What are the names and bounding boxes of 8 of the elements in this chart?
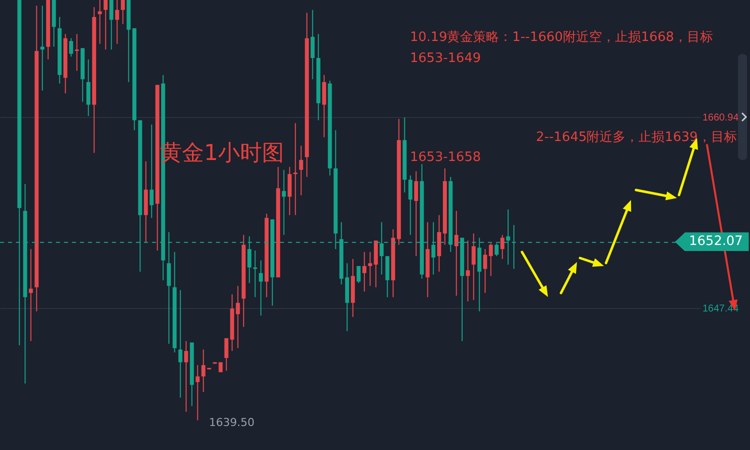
annotation: 1653-1658 (410, 150, 481, 165)
annotation: 1639.50 (209, 416, 254, 429)
y-tick-label: 1660.94 (702, 112, 740, 124)
annotation: 10.19黄金策略：1--1660附近空，止损1668，目标 (410, 30, 714, 45)
annotation: 2--1645附近多，止损1639，目标 (536, 130, 737, 145)
ref-line-label: 1652.07 (675, 232, 749, 252)
y-tick-label: 1647.44 (702, 303, 740, 314)
annotation: 1653-1649 (410, 51, 481, 66)
